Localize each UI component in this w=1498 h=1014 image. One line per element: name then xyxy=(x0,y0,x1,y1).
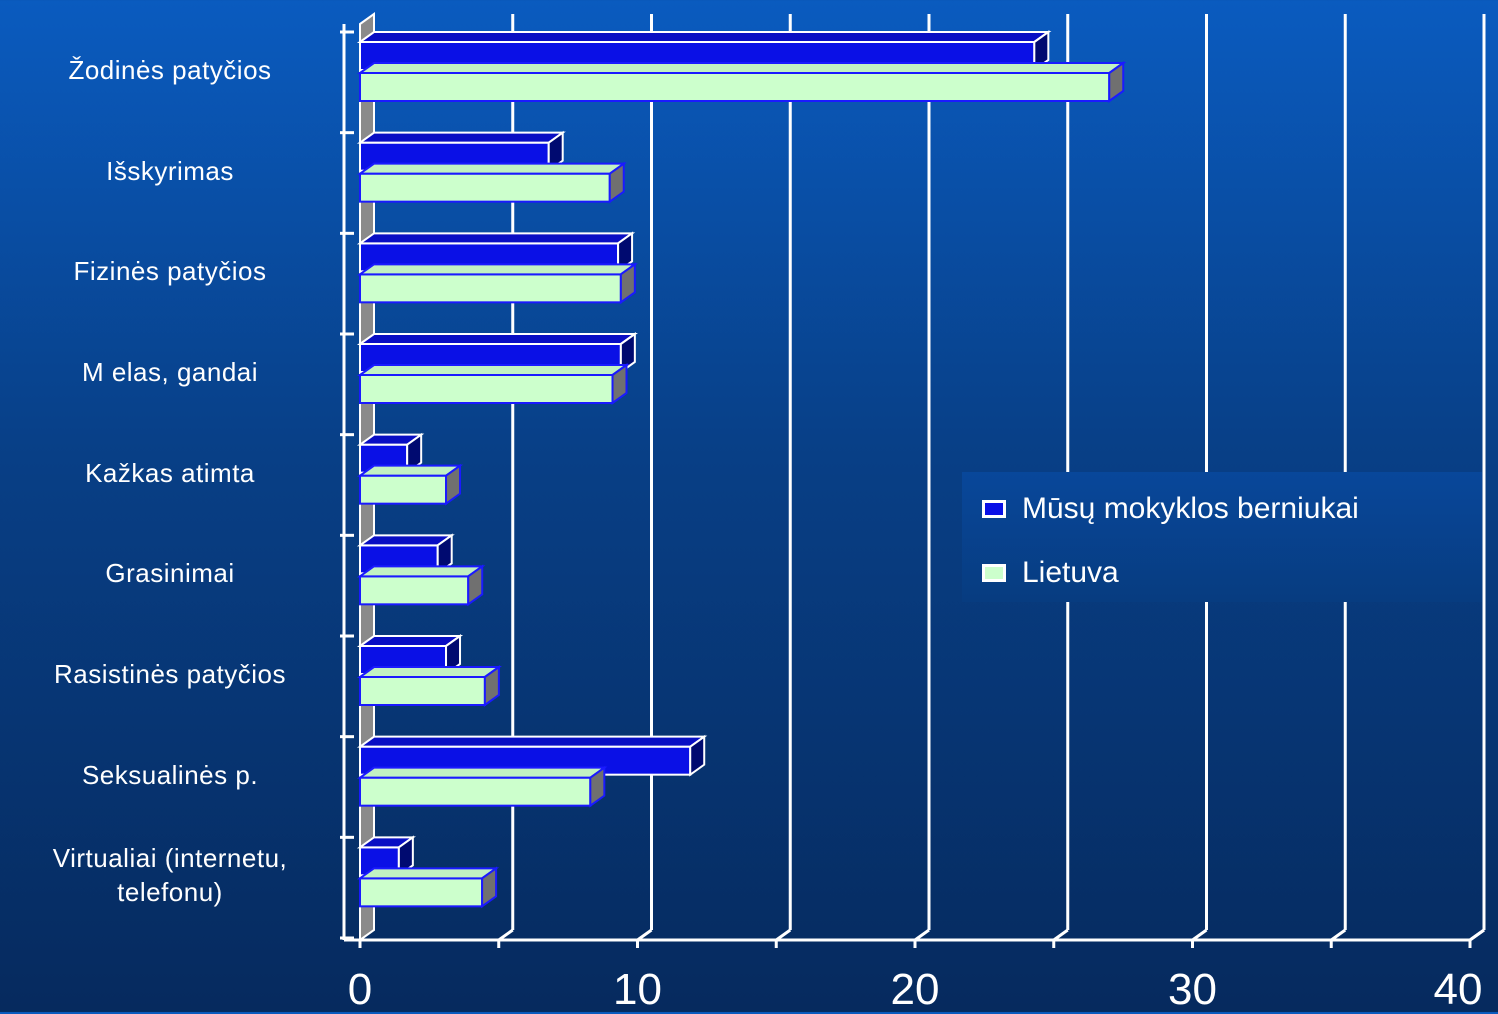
bar-side xyxy=(481,866,498,909)
floor-gridline xyxy=(636,928,653,942)
bar-side xyxy=(617,231,634,274)
legend-label-series-1: Mūsų mokyklos berniukai xyxy=(1022,492,1359,525)
bar-side xyxy=(589,765,606,808)
bar-side xyxy=(689,734,706,777)
bar-top xyxy=(356,131,566,144)
bar-top xyxy=(356,635,464,647)
bar-2-9 xyxy=(356,866,500,909)
bar-top xyxy=(356,666,502,678)
category-label: Grasinimai xyxy=(105,558,235,589)
legend-item-series-2: Lietuva xyxy=(982,556,1119,590)
bar-front xyxy=(359,776,592,807)
bar-top xyxy=(356,735,708,748)
bar-side xyxy=(445,463,462,506)
legend-swatch-series-2 xyxy=(982,564,1006,582)
bar-side xyxy=(406,432,423,475)
bar-front xyxy=(359,172,611,203)
floor-gridline xyxy=(1052,928,1069,942)
bar-top xyxy=(356,464,464,477)
category-label: Seksualinės p. xyxy=(81,759,259,790)
bar-top xyxy=(356,565,486,578)
bar-side xyxy=(445,634,462,676)
bar-side xyxy=(1108,61,1125,103)
x-tick-label: 40 xyxy=(1433,965,1483,1014)
category-label: Rasistinės patyčios xyxy=(53,659,287,689)
bar-front xyxy=(359,374,614,404)
bar-top xyxy=(356,364,630,376)
bar-side xyxy=(547,130,564,173)
x-tick-label: 10 xyxy=(613,965,662,1014)
bar-front xyxy=(359,877,484,908)
bar-side xyxy=(1033,30,1050,72)
bar-side xyxy=(467,564,484,607)
category-label: Virtualiai (internetu, telefonu) xyxy=(52,843,288,908)
bar-front xyxy=(359,72,1111,102)
bar-top xyxy=(356,333,638,345)
bar-side xyxy=(436,533,453,576)
bar-front xyxy=(359,676,486,706)
bar-side xyxy=(483,665,500,707)
bar-1-6 xyxy=(356,533,455,576)
floor-gridline xyxy=(914,928,930,942)
bar-side xyxy=(608,161,625,204)
bar-front xyxy=(359,273,622,304)
bar-side xyxy=(611,363,628,405)
bar-side xyxy=(619,262,636,305)
bars xyxy=(356,30,1127,909)
legend-item-series-1: Mūsų mokyklos berniukai xyxy=(982,492,1359,526)
category-label: Žodinės patyčios xyxy=(68,55,272,85)
x-tick-label: 20 xyxy=(890,965,940,1014)
bar-2-2 xyxy=(356,161,627,204)
bar-top xyxy=(356,62,1127,74)
category-label: Išskyrimas xyxy=(106,155,234,186)
bar-top xyxy=(356,534,455,547)
bar-2-6 xyxy=(356,564,486,607)
floor-gridline xyxy=(1330,928,1347,942)
bar-top xyxy=(356,766,608,779)
bar-top xyxy=(356,162,627,175)
bar-2-8 xyxy=(356,765,608,808)
floor-gridline xyxy=(497,928,514,942)
x-tick-label: 30 xyxy=(1168,965,1217,1014)
bar-top xyxy=(356,232,636,245)
bar-top xyxy=(356,867,500,880)
bar-2-1 xyxy=(356,61,1127,103)
bar-2-4 xyxy=(356,363,630,405)
legend: Mūsų mokyklos berniukai Lietuva xyxy=(962,472,1482,602)
category-label: Fizinės patyčios xyxy=(73,256,267,287)
legend-label-series-2: Lietuva xyxy=(1022,556,1119,589)
bar-top xyxy=(356,263,638,276)
x-tick-label: 0 xyxy=(347,965,373,1014)
floor-gridline xyxy=(775,928,792,942)
category-label: M elas, gandai xyxy=(81,357,259,387)
bar-2-5 xyxy=(356,463,464,506)
x-axis-end xyxy=(1469,928,1485,942)
bar-side xyxy=(397,835,414,878)
floor-gridline xyxy=(1191,928,1208,942)
bar-front xyxy=(359,474,448,505)
bar-top xyxy=(356,31,1052,43)
bar-2-3 xyxy=(356,262,638,305)
bar-side xyxy=(619,332,636,374)
category-label: Kažkas atimta xyxy=(85,457,255,488)
bar-2-7 xyxy=(356,665,502,707)
bar-front xyxy=(359,575,470,606)
legend-swatch-series-1 xyxy=(982,500,1006,518)
